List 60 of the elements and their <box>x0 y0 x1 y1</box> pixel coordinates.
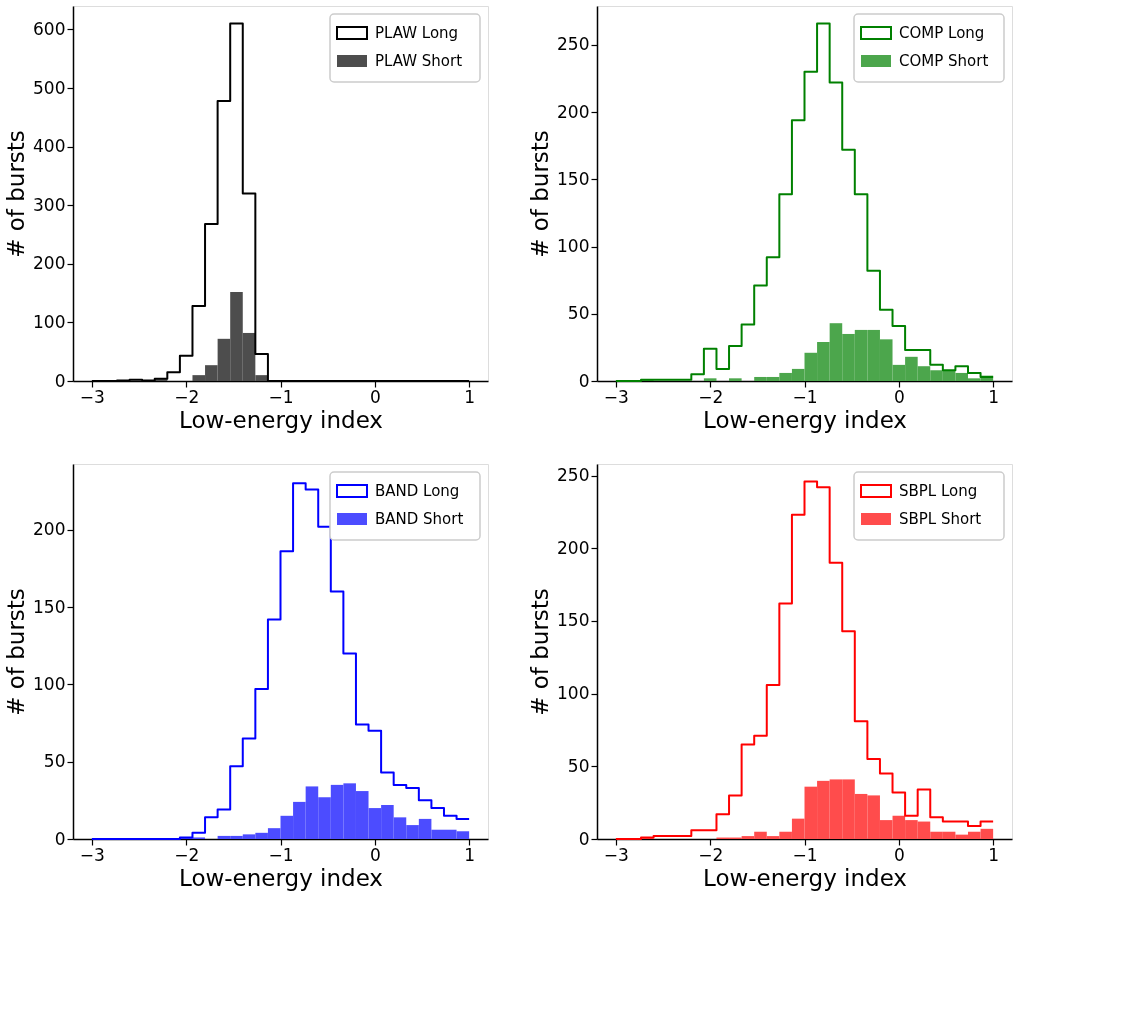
y-tick-label: 200 <box>557 101 590 122</box>
y-tick-label: 0 <box>578 370 590 391</box>
x-axis-title: Low-energy index <box>703 864 907 891</box>
x-tick-label: 0 <box>369 844 381 865</box>
x-axis-title: Low-energy index <box>179 864 383 891</box>
legend-label: COMP Long <box>899 24 985 42</box>
x-tick-label: 1 <box>988 386 1000 407</box>
y-tick-label: 200 <box>33 519 66 540</box>
legend-label: PLAW Short <box>375 52 463 70</box>
y-tick-label: 100 <box>33 673 66 694</box>
legend-label: BAND Long <box>375 482 460 500</box>
y-tick-label: 100 <box>33 311 66 332</box>
y-tick-label: 300 <box>33 194 66 215</box>
legend-label: BAND Short <box>375 510 464 528</box>
y-tick-label: 200 <box>557 537 590 558</box>
x-tick-label: −2 <box>698 386 724 407</box>
y-tick-label: 100 <box>557 683 590 704</box>
y-tick-label: 500 <box>33 77 66 98</box>
x-tick-label: −3 <box>79 386 105 407</box>
y-axis-title: # of bursts <box>527 588 554 716</box>
y-tick-label: 400 <box>33 136 66 157</box>
x-axis-title: Low-energy index <box>179 406 383 433</box>
y-tick-label: 0 <box>54 370 66 391</box>
y-tick-label: 150 <box>557 610 590 631</box>
y-tick-label: 50 <box>567 755 590 776</box>
x-tick-label: −2 <box>174 386 200 407</box>
x-tick-label: −2 <box>174 844 200 865</box>
y-tick-label: 100 <box>557 236 590 257</box>
legend-label: SBPL Long <box>899 482 978 500</box>
x-tick-label: −1 <box>792 386 818 407</box>
x-tick-label: 1 <box>988 844 1000 865</box>
x-axis-title: Low-energy index <box>703 406 907 433</box>
legend-label: SBPL Short <box>899 510 982 528</box>
y-tick-label: 0 <box>578 828 590 849</box>
legend-label: PLAW Long <box>375 24 459 42</box>
y-tick-label: 250 <box>557 34 590 55</box>
x-tick-label: −1 <box>268 386 294 407</box>
x-tick-label: 0 <box>369 386 381 407</box>
x-tick-label: −2 <box>698 844 724 865</box>
y-tick-label: 250 <box>557 465 590 486</box>
x-tick-label: 0 <box>893 844 905 865</box>
y-tick-label: 0 <box>54 828 66 849</box>
x-tick-label: 0 <box>893 386 905 407</box>
legend-label: COMP Short <box>899 52 989 70</box>
x-tick-label: 1 <box>464 844 476 865</box>
y-tick-label: 600 <box>33 18 66 39</box>
y-tick-label: 200 <box>33 253 66 274</box>
y-axis-title: # of bursts <box>3 588 30 716</box>
y-axis-title: # of bursts <box>527 130 554 258</box>
y-tick-label: 50 <box>43 751 66 772</box>
x-tick-label: −1 <box>268 844 294 865</box>
y-tick-label: 150 <box>557 168 590 189</box>
x-tick-label: 1 <box>464 386 476 407</box>
y-axis-title: # of bursts <box>3 130 30 258</box>
y-tick-label: 50 <box>567 303 590 324</box>
x-tick-label: −3 <box>79 844 105 865</box>
x-tick-label: −3 <box>603 386 629 407</box>
y-tick-label: 150 <box>33 596 66 617</box>
x-tick-label: −3 <box>603 844 629 865</box>
x-tick-label: −1 <box>792 844 818 865</box>
